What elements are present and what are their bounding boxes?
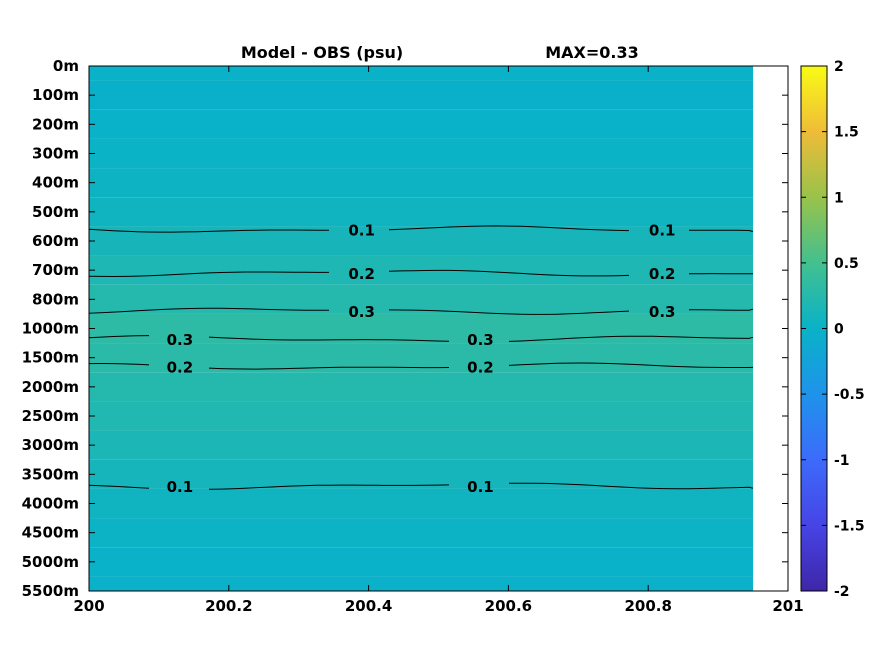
y-tick-label: 1500m	[22, 349, 79, 367]
y-tick-label: 4000m	[22, 495, 79, 513]
colorbar-tick-label: -1.5	[834, 518, 865, 534]
heatmap-cell	[89, 401, 754, 431]
contour-line	[88, 335, 754, 342]
y-tick-label: 4500m	[22, 524, 79, 542]
colorbar-tick-label: 1.5	[834, 125, 859, 141]
contour-label: 0.1	[467, 478, 494, 496]
heatmap-cell	[89, 430, 754, 460]
heatmap-cell	[89, 197, 754, 227]
contour-label: 0.2	[467, 358, 494, 376]
contour-line	[88, 269, 753, 278]
heatmap-cell	[89, 109, 754, 139]
x-tick-label: 200.2	[205, 597, 252, 615]
x-tick-label: 200	[73, 597, 104, 615]
contour-line	[88, 362, 754, 370]
heatmap-cell	[89, 80, 754, 110]
y-tick-label: 100m	[32, 86, 79, 104]
y-tick-label: 200m	[32, 115, 79, 133]
contour-label: 0.3	[348, 303, 375, 321]
colorbar-tick-label: 2	[834, 59, 844, 75]
contour-label: 0.2	[649, 265, 676, 283]
contour-lines	[88, 225, 754, 490]
contour-label: 0.1	[348, 221, 375, 239]
y-tick-label: 5500m	[22, 582, 79, 600]
heatmap-cell	[89, 372, 754, 402]
colorbar-ticks: 2 1.5 1 0.5 0 -0.5 -1 -1.5 -2	[801, 59, 865, 600]
y-tick-label: 5000m	[22, 553, 79, 571]
heatmap-cell	[89, 284, 754, 314]
colorbar-tick-label: 0	[834, 322, 844, 338]
contour-line	[88, 225, 754, 233]
y-tick-label: 600m	[32, 232, 79, 250]
y-tick-label: 400m	[32, 174, 79, 192]
plot-area: 0.1 0.1 0.2 0.2 0.3 0.3 0.3 0.3 0.2 0.2 0.1 0.1	[88, 65, 789, 592]
heatmap-cell	[89, 547, 754, 577]
chart-title: Model - OBS (psu)	[241, 43, 403, 62]
colorbar-tick-label: -2	[834, 584, 850, 600]
y-tick-label: 500m	[32, 203, 79, 221]
colorbar: 2 1.5 1 0.5 0 -0.5 -1 -1.5 -2	[800, 59, 865, 600]
y-tick-label: 1000m	[22, 320, 79, 338]
heatmap-cell	[89, 138, 754, 169]
y-tick-label: 700m	[32, 261, 79, 279]
y-tick-label: 800m	[32, 290, 79, 308]
x-tick-label: 201	[772, 597, 803, 615]
heatmap-cell	[89, 488, 754, 519]
y-tick-label: 2000m	[22, 378, 79, 396]
y-tick-label: 0m	[53, 57, 79, 75]
contour-label: 0.3	[649, 303, 676, 321]
contour-label: 0.2	[348, 265, 375, 283]
colorbar-tick-label: -1	[834, 453, 850, 469]
heatmap-cell	[89, 518, 754, 548]
colorbar-tick-label: 1	[834, 190, 844, 206]
y-tick-label: 300m	[32, 145, 79, 163]
heatmap-cell	[89, 66, 754, 81]
contour-label: 0.2	[167, 358, 194, 376]
contour-label: 0.3	[467, 331, 494, 349]
max-label: MAX=0.33	[545, 43, 639, 62]
colorbar-tick-label: -0.5	[834, 387, 865, 403]
x-axis: 200 200.2 200.4 200.6 200.8 201	[73, 66, 804, 615]
y-tick-label: 3500m	[22, 465, 79, 483]
contour-line	[88, 307, 754, 315]
heatmap-cell	[89, 576, 754, 591]
y-tick-label: 3000m	[22, 436, 79, 454]
heatmap-cell	[89, 459, 754, 489]
heatmap-layers	[89, 66, 754, 591]
y-tick-label: 2500m	[22, 407, 79, 425]
x-tick-label: 200.8	[624, 597, 671, 615]
contour-label: 0.1	[167, 478, 194, 496]
contour-line	[88, 482, 754, 490]
x-tick-label: 200.6	[485, 597, 532, 615]
contour-labels: 0.1 0.1 0.2 0.2 0.3 0.3 0.3 0.3 0.2 0.2 0.1 0.1	[167, 221, 676, 496]
colorbar-tick-label: 0.5	[834, 256, 859, 272]
contour-label: 0.1	[649, 221, 676, 239]
contour-label: 0.3	[167, 331, 194, 349]
heatmap-cell	[89, 168, 754, 198]
x-tick-label: 200.4	[345, 597, 392, 615]
y-axis: 0m 100m 200m 300m 400m 500m 600m 700m 800m 1000m 1…	[22, 57, 788, 600]
heatmap-cell	[89, 313, 754, 344]
